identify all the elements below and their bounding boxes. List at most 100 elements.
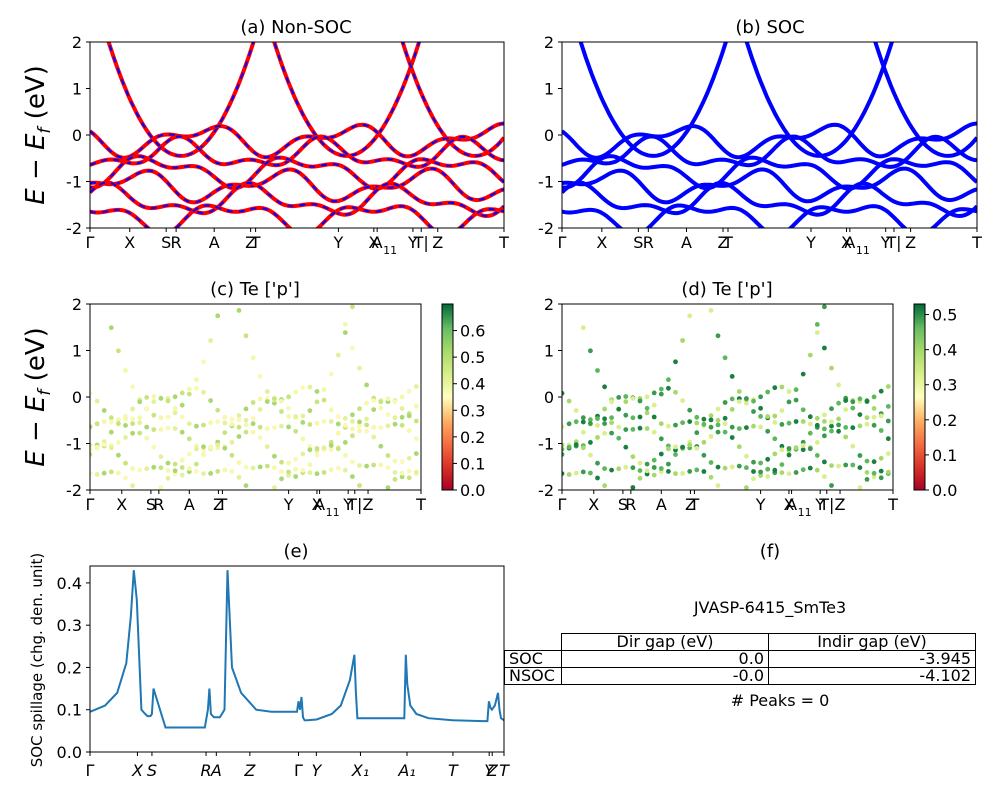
projection-dot — [179, 390, 185, 396]
projection-dot — [371, 462, 377, 468]
projection-dot — [722, 415, 728, 421]
panel-c-title: (c) Te ['p'] — [210, 279, 300, 300]
projection-dot — [779, 470, 785, 475]
projection-dot — [151, 464, 157, 470]
projection-dot — [871, 459, 877, 465]
projection-dot — [158, 415, 164, 421]
projection-dot — [222, 467, 228, 473]
projection-dot — [101, 419, 107, 425]
projection-dot — [580, 469, 586, 475]
projection-dot — [201, 471, 206, 476]
projection-dot — [279, 469, 284, 474]
panel-c-frame — [89, 303, 422, 491]
projection-dot — [609, 430, 614, 436]
projection-dot — [307, 408, 313, 413]
projection-dot — [194, 385, 199, 391]
projection-dot — [595, 460, 600, 466]
projection-dot — [286, 460, 291, 466]
projection-dot — [836, 400, 841, 406]
table-corner — [505, 634, 562, 651]
y-tick-label: 0.2 — [57, 658, 82, 677]
projection-dot — [772, 467, 778, 473]
projection-dot — [680, 420, 685, 426]
projection-dot — [272, 453, 277, 459]
projection-dot — [715, 422, 721, 428]
projection-dot — [300, 420, 306, 425]
projection-dot — [562, 452, 565, 457]
projection-dot — [201, 452, 206, 457]
projection-dot — [406, 455, 412, 461]
projection-dot — [179, 429, 185, 435]
projection-dot — [666, 446, 671, 452]
projection-dot — [251, 139, 256, 144]
projection-dot — [101, 470, 107, 476]
y-tick-label: 2 — [544, 33, 554, 52]
projection-dot — [272, 465, 277, 471]
projection-dot — [871, 422, 877, 428]
projection-dot — [836, 422, 841, 428]
projection-dot — [201, 359, 206, 365]
projection-dot — [279, 476, 284, 482]
projection-dot — [364, 422, 369, 428]
projection-dot — [130, 430, 136, 436]
projection-dot — [350, 412, 355, 418]
projection-dot — [385, 396, 391, 402]
projection-dot — [123, 475, 128, 481]
projection-dot — [694, 247, 699, 252]
projection-dot — [158, 427, 164, 432]
y-tick-label: 1 — [544, 80, 554, 99]
x-tick-label: Z — [685, 495, 696, 514]
ylabel-sub: f — [35, 125, 55, 134]
projection-dot — [701, 469, 707, 474]
band-line — [562, 134, 977, 169]
projection-dot — [737, 492, 742, 497]
projection-dot — [144, 466, 150, 472]
projection-dot — [406, 413, 412, 419]
projection-dot — [364, 382, 369, 388]
projection-dot — [102, 299, 107, 304]
projection-dot — [708, 434, 714, 439]
projection-dot — [807, 465, 813, 471]
projection-dot — [257, 435, 263, 440]
projection-dot — [637, 468, 643, 473]
projection-dot — [864, 399, 870, 404]
projection-dot — [399, 394, 405, 400]
projection-dot — [130, 421, 136, 426]
ylabel-sub: f — [35, 387, 55, 396]
y-tick-label: 0 — [544, 388, 554, 407]
projection-dot — [580, 429, 586, 435]
projection-dot — [179, 414, 185, 420]
projection-dot — [194, 84, 199, 89]
projection-dot — [364, 400, 369, 406]
projection-dot — [108, 469, 114, 475]
x-tick-label: Γ — [294, 761, 303, 780]
projection-dot — [829, 406, 834, 412]
projection-dot — [307, 447, 313, 453]
projection-dot — [130, 384, 136, 390]
projection-dot — [666, 423, 671, 429]
projection-dot — [744, 485, 749, 490]
x-tick-label: X — [841, 233, 852, 252]
projection-dot — [744, 453, 749, 459]
projection-dot — [357, 406, 362, 412]
projection-dot — [215, 419, 221, 424]
projection-dot — [829, 423, 834, 429]
projection-dot — [378, 462, 384, 468]
projection-dot — [644, 461, 650, 467]
projection-dot — [257, 374, 263, 379]
projection-dot — [588, 440, 593, 445]
panel-e-spillage — [90, 570, 504, 729]
projection-dot — [658, 391, 664, 397]
x-tick-label: T — [415, 495, 426, 514]
panel-a-title: (a) Non-SOC — [240, 17, 351, 38]
projection-dot — [130, 416, 136, 422]
projection-dot — [602, 483, 607, 489]
projection-dot — [637, 398, 643, 404]
projection-dot — [573, 408, 579, 413]
projection-dot — [729, 374, 735, 379]
projection-dot — [307, 462, 313, 467]
x-tick-label: Γ — [558, 233, 567, 252]
x-tick-label: R — [200, 761, 211, 780]
projection-dot — [151, 444, 157, 450]
colorbar-tick-label: 0.0 — [460, 481, 485, 500]
